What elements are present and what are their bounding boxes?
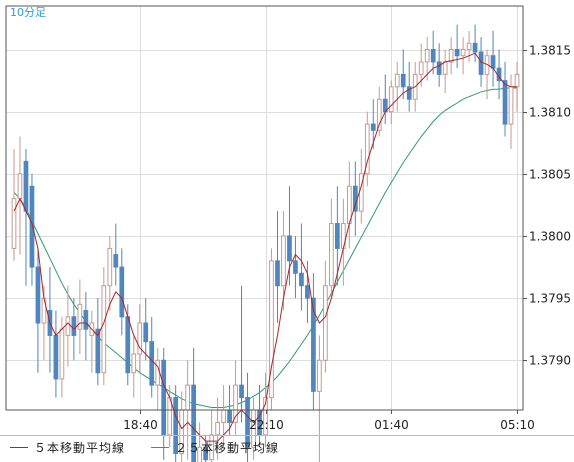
period-label: 10分足 (10, 6, 46, 19)
candle-body-down (35, 266, 41, 324)
candle-body-down (161, 359, 167, 436)
x-tick-label: 22:10 (249, 418, 284, 432)
candle-body-up (107, 247, 113, 287)
candle-body-up (448, 49, 454, 63)
candle-body-up (101, 285, 107, 374)
candle-body-down (472, 42, 478, 53)
candle-body-up (137, 322, 143, 355)
candle-body-down (335, 223, 340, 249)
candle-body-up (215, 421, 220, 436)
candle-body-up (281, 235, 286, 287)
candle-body-down (490, 55, 496, 69)
candle-body-down (478, 51, 484, 75)
candle-body-up (17, 173, 23, 200)
candle-body-down (143, 322, 149, 343)
candle-body-up (233, 384, 238, 423)
candle-body-up (460, 49, 466, 57)
candle-body-up (155, 359, 161, 386)
candle-body-up (11, 198, 17, 249)
x-axis: 18:40 22:10 01:40 05:10 (123, 410, 535, 432)
candle-body-up (364, 123, 370, 175)
ma5-layer (13, 52, 517, 442)
y-tick-label: 1.3805 (529, 168, 571, 182)
candle-body-down (436, 61, 442, 75)
candle-body-down (173, 397, 179, 455)
candle-body-up (197, 446, 202, 462)
candle-body-up (394, 73, 400, 88)
candle-body-up (376, 98, 382, 131)
legend-label-ma5: ５本移動平均線 (34, 440, 126, 455)
candle-body-up (442, 61, 448, 75)
candle-body-down (239, 384, 244, 399)
candle-body-up (209, 434, 214, 461)
y-tick-label: 1.3810 (529, 106, 571, 120)
candle-body-up (418, 61, 424, 75)
candle-body-up (466, 42, 472, 51)
candle-body-up (329, 223, 334, 287)
candle-body-down (299, 272, 304, 287)
candle-body-down (311, 297, 316, 392)
candle-body-up (65, 316, 71, 336)
candle-body-up (508, 86, 514, 125)
y-axis: 1.3790 1.3795 1.3800 1.3805 1.3810 1.3815 (523, 44, 571, 368)
candle-body-down (293, 260, 298, 274)
candle-body-down (430, 49, 436, 63)
candle-body-up (424, 49, 430, 63)
candle-body-down (95, 328, 101, 374)
candle-body-down (406, 86, 412, 100)
legend-item-ma5: ５本移動平均線 (10, 439, 125, 456)
candle-body-down (23, 160, 29, 212)
legend-swatch-ma5 (10, 446, 28, 448)
legend-label-ma25: ２５本移動平均線 (175, 440, 280, 455)
x-tick-label: 05:10 (500, 418, 535, 432)
candle-body-up (514, 73, 520, 88)
legend-swatch-ma25 (151, 446, 170, 448)
x-tick-label: 18:40 (123, 418, 158, 432)
y-tick-label: 1.3815 (529, 44, 571, 58)
candle-body-up (59, 328, 65, 380)
ma5-line (13, 52, 517, 442)
x-tick-label: 01:40 (374, 418, 409, 432)
candle-body-down (454, 49, 460, 57)
candle-body-down (203, 446, 208, 461)
candle-body-down (53, 334, 59, 380)
y-tick-label: 1.3795 (529, 292, 571, 306)
y-tick-label: 1.3800 (529, 230, 571, 244)
candle-body-down (275, 260, 280, 287)
candles-layer (11, 24, 520, 462)
candle-body-down (305, 285, 310, 299)
candle-body-down (287, 235, 292, 262)
y-tick-label: 1.3790 (529, 354, 571, 368)
candle-body-down (29, 185, 35, 268)
candle-body-up (317, 359, 322, 392)
candle-body-down (245, 397, 250, 448)
candle-body-up (263, 397, 268, 436)
candle-body-down (370, 123, 376, 131)
legend-item-ma25: ２５本移動平均線 (151, 439, 279, 456)
plot-frame (5, 5, 524, 411)
candle-body-up (185, 384, 191, 411)
candle-body-up (323, 285, 328, 361)
candle-body-down (83, 310, 89, 330)
candle-body-down (125, 316, 131, 374)
candle-body-down (502, 80, 508, 125)
candle-body-up (221, 409, 226, 423)
candle-body-up (131, 353, 137, 374)
candle-body-down (119, 266, 125, 318)
candle-body-up (77, 303, 83, 330)
candle-body-down (149, 341, 155, 386)
candle-body-down (113, 254, 119, 268)
candle-body-down (71, 316, 77, 336)
candle-body-up (269, 260, 274, 399)
candle-body-down (227, 409, 232, 423)
candle-body-down (400, 73, 406, 88)
candle-body-up (388, 86, 394, 113)
candle-body-down (191, 384, 196, 462)
legend: ５本移動平均線 ２５本移動平均線 (10, 437, 305, 457)
